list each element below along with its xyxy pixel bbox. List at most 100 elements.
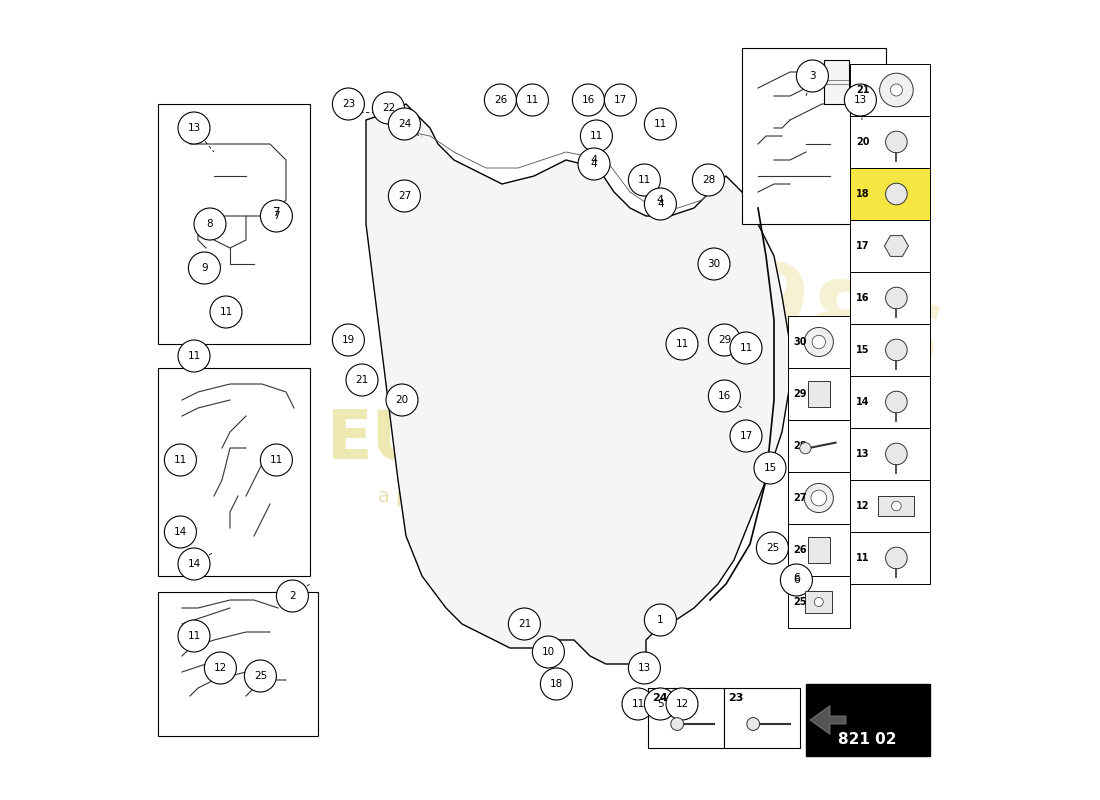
Circle shape bbox=[178, 548, 210, 580]
FancyBboxPatch shape bbox=[850, 220, 930, 272]
Text: 13: 13 bbox=[854, 95, 867, 105]
Circle shape bbox=[628, 652, 660, 684]
Circle shape bbox=[164, 516, 197, 548]
Text: 14: 14 bbox=[857, 397, 870, 407]
FancyBboxPatch shape bbox=[789, 420, 850, 472]
Text: 16: 16 bbox=[582, 95, 595, 105]
Text: 30: 30 bbox=[793, 337, 806, 347]
Text: 13: 13 bbox=[857, 449, 870, 459]
Text: 29: 29 bbox=[793, 389, 806, 399]
Polygon shape bbox=[366, 104, 790, 664]
Text: 22: 22 bbox=[382, 103, 395, 113]
Circle shape bbox=[890, 84, 902, 96]
Circle shape bbox=[671, 718, 683, 730]
Text: 12: 12 bbox=[213, 663, 227, 673]
Text: 18: 18 bbox=[550, 679, 563, 689]
Circle shape bbox=[578, 148, 610, 180]
FancyBboxPatch shape bbox=[724, 688, 800, 748]
Circle shape bbox=[886, 443, 907, 465]
Circle shape bbox=[845, 84, 877, 116]
Circle shape bbox=[261, 200, 293, 232]
Circle shape bbox=[886, 287, 907, 309]
Text: 26: 26 bbox=[494, 95, 507, 105]
Circle shape bbox=[645, 604, 676, 636]
Text: 9: 9 bbox=[201, 263, 208, 273]
Text: 11: 11 bbox=[675, 339, 689, 349]
FancyBboxPatch shape bbox=[824, 60, 849, 104]
Text: 12: 12 bbox=[675, 699, 689, 709]
Circle shape bbox=[604, 84, 637, 116]
Circle shape bbox=[628, 164, 660, 196]
Circle shape bbox=[210, 296, 242, 328]
Text: 11: 11 bbox=[590, 131, 603, 141]
Text: 18: 18 bbox=[857, 189, 870, 199]
Text: 7: 7 bbox=[273, 206, 280, 218]
Circle shape bbox=[484, 84, 516, 116]
Text: 6: 6 bbox=[793, 575, 800, 585]
Text: 24: 24 bbox=[398, 119, 411, 129]
Text: 17: 17 bbox=[857, 241, 870, 251]
Circle shape bbox=[800, 442, 811, 454]
Text: 13: 13 bbox=[638, 663, 651, 673]
Text: 28: 28 bbox=[793, 441, 806, 451]
FancyBboxPatch shape bbox=[850, 532, 930, 584]
Circle shape bbox=[532, 636, 564, 668]
Text: 11: 11 bbox=[219, 307, 232, 317]
Text: 1985: 1985 bbox=[659, 237, 953, 403]
Circle shape bbox=[886, 547, 907, 569]
Circle shape bbox=[244, 660, 276, 692]
Text: 27: 27 bbox=[398, 191, 411, 201]
Circle shape bbox=[780, 564, 813, 596]
FancyBboxPatch shape bbox=[789, 316, 850, 368]
Circle shape bbox=[178, 620, 210, 652]
Text: 11: 11 bbox=[631, 699, 645, 709]
Circle shape bbox=[388, 108, 420, 140]
Circle shape bbox=[508, 608, 540, 640]
Text: 19: 19 bbox=[342, 335, 355, 345]
FancyBboxPatch shape bbox=[850, 376, 930, 428]
Circle shape bbox=[540, 668, 572, 700]
FancyBboxPatch shape bbox=[158, 104, 310, 344]
FancyBboxPatch shape bbox=[789, 524, 850, 576]
Circle shape bbox=[178, 112, 210, 144]
Text: 14: 14 bbox=[174, 527, 187, 537]
FancyBboxPatch shape bbox=[789, 576, 850, 628]
FancyBboxPatch shape bbox=[789, 472, 850, 524]
Circle shape bbox=[388, 180, 420, 212]
Text: 27: 27 bbox=[793, 493, 806, 503]
Text: 20: 20 bbox=[395, 395, 408, 405]
FancyBboxPatch shape bbox=[850, 428, 930, 480]
Text: 10: 10 bbox=[542, 647, 556, 657]
Text: 17: 17 bbox=[614, 95, 627, 105]
Circle shape bbox=[276, 580, 308, 612]
Circle shape bbox=[747, 718, 760, 730]
Text: 21: 21 bbox=[355, 375, 368, 385]
Circle shape bbox=[804, 327, 834, 357]
Text: 29: 29 bbox=[718, 335, 732, 345]
Text: 5: 5 bbox=[657, 699, 663, 709]
Text: 12: 12 bbox=[857, 501, 870, 511]
FancyBboxPatch shape bbox=[850, 272, 930, 324]
Text: 13: 13 bbox=[187, 123, 200, 133]
Text: 25: 25 bbox=[254, 671, 267, 681]
FancyBboxPatch shape bbox=[158, 368, 310, 576]
Circle shape bbox=[796, 60, 828, 92]
Circle shape bbox=[666, 688, 698, 720]
Text: 4: 4 bbox=[657, 199, 663, 209]
Circle shape bbox=[581, 120, 613, 152]
Circle shape bbox=[886, 391, 907, 413]
Text: 16: 16 bbox=[857, 293, 870, 303]
Text: 3: 3 bbox=[810, 71, 816, 81]
FancyBboxPatch shape bbox=[789, 368, 850, 420]
Text: 11: 11 bbox=[174, 455, 187, 465]
Text: 25: 25 bbox=[766, 543, 779, 553]
FancyBboxPatch shape bbox=[807, 381, 830, 407]
Circle shape bbox=[692, 164, 725, 196]
Text: 4: 4 bbox=[591, 155, 597, 165]
Text: 23: 23 bbox=[728, 694, 744, 703]
Circle shape bbox=[754, 452, 786, 484]
Circle shape bbox=[188, 252, 220, 284]
Text: 4: 4 bbox=[591, 159, 597, 169]
Circle shape bbox=[708, 380, 740, 412]
Text: 26: 26 bbox=[793, 545, 806, 555]
